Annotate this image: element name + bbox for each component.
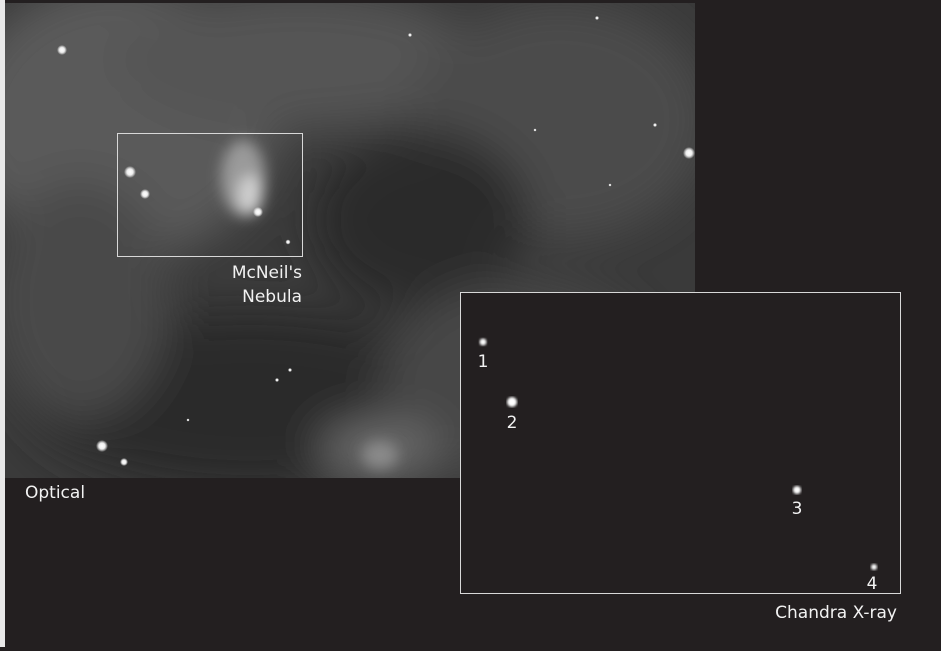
nebula-label: Nebula <box>242 287 302 307</box>
edge <box>0 0 5 647</box>
source-label: 3 <box>792 499 803 519</box>
chandra-label: Chandra X-ray <box>775 603 897 623</box>
source <box>871 564 877 570</box>
xray-sources <box>479 338 877 570</box>
stars <box>57 16 695 466</box>
source-label: 1 <box>478 352 489 372</box>
nebula-label: McNeil's <box>232 263 302 283</box>
source <box>479 338 487 346</box>
source-label: 2 <box>507 413 518 433</box>
source <box>507 397 517 407</box>
optical-image <box>5 3 695 478</box>
source-label: 4 <box>867 574 878 594</box>
optical-label: Optical <box>25 483 85 503</box>
chandra-box <box>460 292 901 594</box>
source <box>793 486 801 494</box>
nebula-box <box>117 133 303 257</box>
